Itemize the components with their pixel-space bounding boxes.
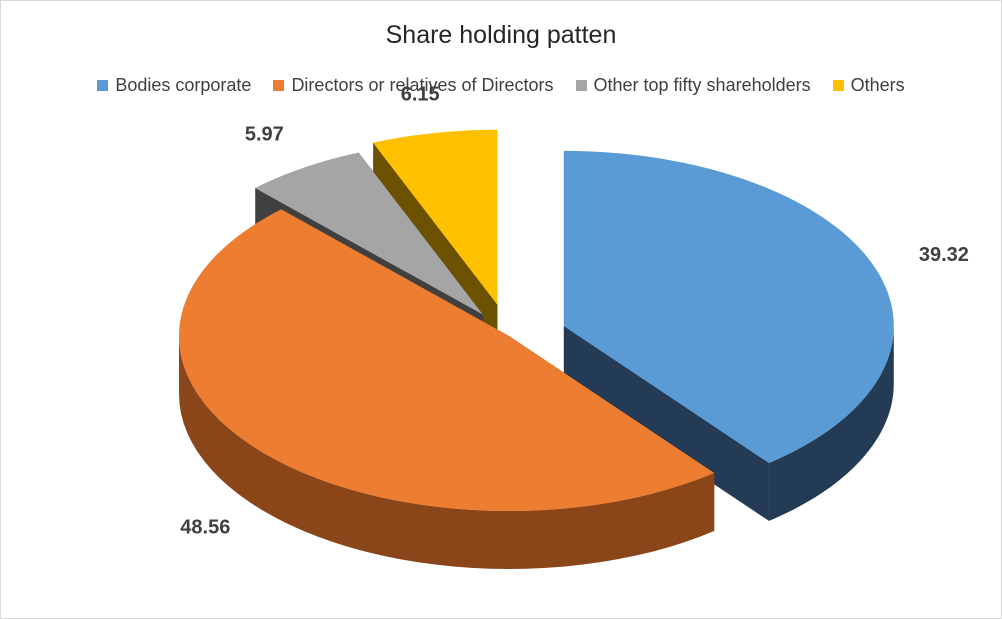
legend-label: Others	[850, 75, 905, 95]
legend-swatch	[832, 80, 844, 91]
legend-item-others: Others	[832, 75, 905, 96]
pie-slice	[179, 209, 715, 511]
data-label: 39.32	[919, 244, 969, 266]
slice-outer-wall	[179, 336, 715, 569]
legend: Bodies corporate Directors or relatives …	[1, 75, 1001, 96]
legend-swatch	[97, 80, 109, 91]
legend-item-directors: Directors or relatives of Directors	[273, 75, 554, 96]
data-label: 48.56	[180, 517, 230, 539]
legend-label: Bodies corporate	[115, 75, 252, 95]
legend-swatch	[575, 80, 587, 91]
data-label: 6.15	[401, 84, 440, 106]
pie-slice	[373, 129, 498, 305]
legend-label: Other top fifty shareholders	[593, 75, 811, 95]
pie-slice	[255, 152, 483, 315]
data-label: 5.97	[245, 124, 284, 146]
legend-item-bodies-corporate: Bodies corporate	[97, 75, 251, 96]
slice-side-face	[563, 325, 769, 521]
legend-item-top-fifty: Other top fifty shareholders	[575, 75, 811, 96]
pie-slice	[563, 150, 894, 463]
chart-title: Share holding patten	[385, 21, 617, 49]
legend-swatch	[273, 80, 285, 91]
legend-label: Directors or relatives of Directors	[291, 75, 554, 95]
slice-outer-wall	[768, 325, 894, 521]
